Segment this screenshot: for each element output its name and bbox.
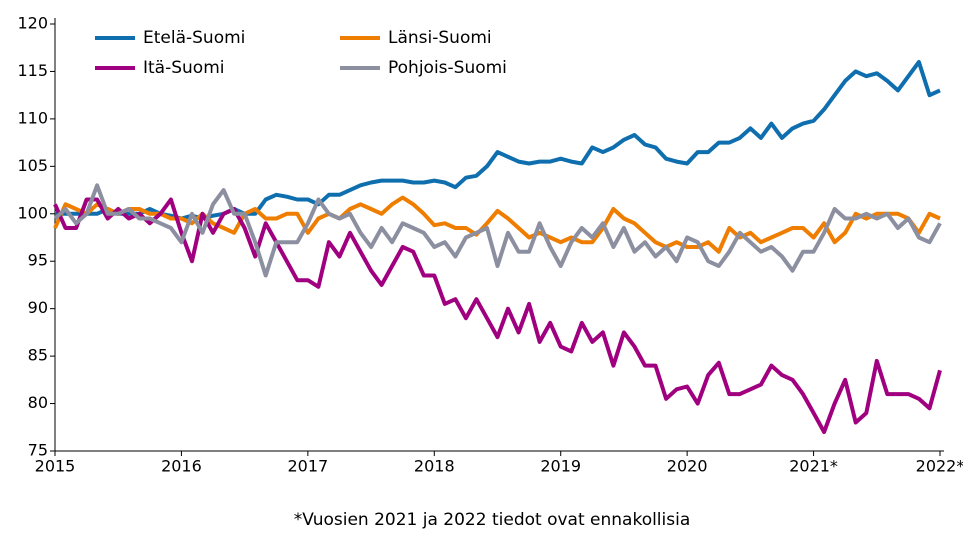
y-tick-label: 105 — [17, 156, 48, 175]
x-tick-label: 2022* — [916, 457, 963, 476]
legend-label: Pohjois-Suomi — [388, 58, 507, 78]
legend-label: Itä-Suomi — [143, 58, 224, 78]
x-tick-label: 2017 — [287, 457, 328, 476]
x-tick-label: 2015 — [35, 457, 76, 476]
x-tick-label: 2016 — [161, 457, 202, 476]
y-tick-label: 100 — [17, 203, 48, 222]
y-tick-label: 90 — [28, 298, 48, 317]
y-tick-label: 80 — [28, 393, 48, 412]
series-line — [53, 183, 942, 278]
series-line — [55, 60, 941, 221]
y-tick-label: 75 — [28, 441, 48, 460]
y-tick-label: 85 — [28, 346, 48, 365]
x-tick-label: 2021* — [789, 457, 838, 476]
y-tick-label: 110 — [17, 108, 48, 127]
footnote: *Vuosien 2021 ja 2022 tiedot ovat ennako… — [294, 510, 691, 530]
y-tick-label: 95 — [28, 251, 48, 270]
x-tick-label: 2020 — [667, 457, 708, 476]
x-tick-label: 2019 — [540, 457, 581, 476]
x-tick-label: 2018 — [414, 457, 455, 476]
y-tick-label: 115 — [17, 61, 48, 80]
legend-label: Etelä-Suomi — [143, 28, 245, 48]
series-line — [53, 197, 942, 434]
y-tick-label: 120 — [17, 14, 48, 33]
legend-label: Länsi-Suomi — [388, 28, 492, 48]
